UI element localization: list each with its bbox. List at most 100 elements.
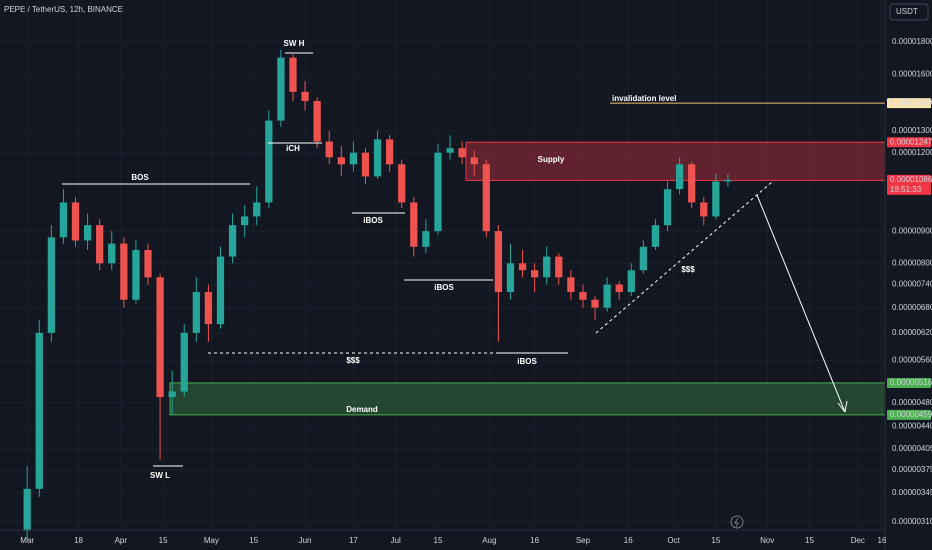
candle-body	[567, 277, 575, 293]
candle-body	[96, 225, 104, 264]
x-tick-label: Aug	[482, 536, 496, 545]
x-tick-label: Jul	[391, 536, 401, 545]
x-tick-label: 16	[624, 536, 633, 545]
x-tick-label: 15	[434, 536, 443, 545]
candle-body	[639, 246, 647, 271]
y-tick-label: 0.00001600	[892, 69, 932, 78]
candle-body	[398, 164, 406, 203]
candle-body	[144, 249, 152, 278]
x-tick-label: Mar	[20, 536, 34, 545]
annotation-text: Demand	[346, 405, 378, 414]
candle-body	[71, 202, 80, 241]
y-tick-label: 0.00001200	[892, 148, 932, 157]
candle-body	[446, 148, 454, 153]
candle-body	[518, 263, 527, 271]
y-tick-label: 0.00000560	[892, 356, 932, 365]
countdown: 18:51:33	[890, 185, 922, 194]
supply-zone	[465, 141, 886, 181]
trendline	[595, 181, 773, 334]
projection-arrow	[756, 194, 846, 413]
alert-icon[interactable]	[730, 515, 744, 529]
x-tick-label: Dec	[851, 536, 865, 545]
x-tick-label: 16	[530, 536, 539, 545]
y-tick-label: 0.00000345	[892, 488, 932, 497]
price-badge	[887, 137, 931, 148]
annotations: SW H iCH BOS iBOS iBOS iBOS $$$ $$$ SW L Supply De…	[62, 39, 848, 480]
y-tick-label: 0.00000405	[892, 444, 932, 453]
candle-body	[253, 202, 261, 217]
candle-body	[216, 256, 225, 325]
candle-body	[83, 225, 92, 241]
candle-body	[434, 152, 442, 232]
annotation-text: invalidation level	[612, 94, 676, 103]
demand-zone	[169, 382, 886, 416]
candle-body	[410, 202, 418, 247]
x-tick-label: May	[204, 536, 219, 545]
x-tick-label: 15	[249, 536, 258, 545]
price-badge-label: 0.00001247	[890, 137, 932, 146]
y-tick-label: 0.00000310	[892, 517, 932, 526]
annotation-text: iBOS	[434, 283, 454, 292]
x-tick-label: Sep	[576, 536, 591, 545]
chart-title: PEPE / TetherUS, 12h, BINANCE	[4, 5, 123, 14]
y-tick-label: 0.00000480	[892, 398, 932, 407]
currency: USDT	[896, 7, 918, 16]
annotation-text: iCH	[286, 144, 300, 153]
price-badge-label: 0.00000516	[890, 378, 932, 387]
candle-body	[482, 164, 490, 232]
y-tick-label: 0.00000740	[892, 280, 932, 289]
x-tick-label: 15	[159, 536, 168, 545]
candle-body	[168, 391, 176, 398]
price-axis	[885, 0, 932, 550]
x-tick-label: Nov	[760, 536, 774, 545]
candle-body	[663, 189, 672, 226]
candle-body	[349, 152, 358, 165]
y-tick-label: 0.00000440	[892, 422, 932, 431]
x-tick-label: 18	[74, 536, 83, 545]
candle-body	[204, 292, 213, 325]
annotation-text: $$$	[681, 265, 695, 274]
candle-body	[132, 249, 140, 300]
candle-body	[373, 139, 382, 177]
candle-body	[615, 284, 623, 293]
candle-body	[313, 101, 321, 142]
candle-body	[688, 164, 696, 203]
candle-body	[458, 148, 466, 158]
alert-bolt	[734, 517, 739, 528]
candle-body	[603, 284, 611, 308]
candle-body	[579, 292, 587, 300]
y-tick-label: 0.00000900	[892, 226, 932, 235]
y-tick-label: 0.00000620	[892, 328, 932, 337]
annotation-text: SW L	[150, 471, 170, 480]
candle-body	[531, 270, 539, 278]
candle-body	[494, 231, 503, 293]
x-tick-label: 16	[878, 536, 887, 545]
y-tick-label: 0.00001800	[892, 37, 932, 46]
candle-body	[675, 164, 684, 190]
y-tick-label: 0.00000800	[892, 258, 932, 267]
arrow-head	[837, 400, 848, 413]
candle-body	[120, 243, 128, 300]
x-tick-label: 17	[349, 536, 358, 545]
price-badge	[887, 98, 931, 109]
price-badge-label: 0.00001439	[890, 98, 932, 107]
y-tick-label: 0.00001300	[892, 126, 932, 135]
y-tick-label: 0.00000680	[892, 303, 932, 312]
candle-body	[192, 292, 200, 333]
candle-body	[361, 152, 370, 177]
price-badge	[887, 174, 931, 195]
x-tick-label: Apr	[115, 536, 128, 545]
candle-body	[591, 299, 599, 308]
candle-body	[35, 332, 43, 489]
price-badge	[887, 377, 931, 388]
annotation-text: BOS	[131, 173, 149, 182]
x-tick-label: 15	[711, 536, 720, 545]
zones	[169, 102, 886, 416]
candle-body	[156, 277, 164, 398]
candle-body	[180, 332, 188, 392]
annotation-text: iBOS	[517, 357, 537, 366]
annotation-text: iBOS	[363, 216, 383, 225]
candle-body	[241, 216, 249, 226]
currency-box[interactable]	[889, 3, 929, 21]
